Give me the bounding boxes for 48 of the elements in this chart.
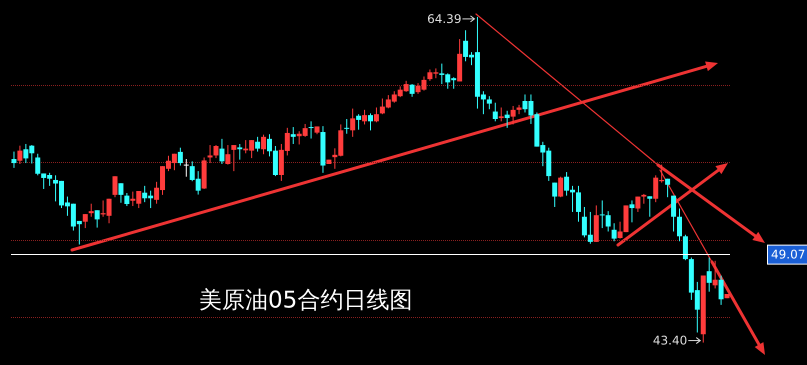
candlestick xyxy=(225,144,230,166)
candlestick xyxy=(214,144,219,159)
candlestick xyxy=(231,144,236,172)
candlestick xyxy=(676,208,682,242)
candlestick xyxy=(576,185,581,222)
candlestick xyxy=(124,192,130,207)
candlestick xyxy=(629,200,634,223)
candlestick xyxy=(558,176,564,198)
candlestick xyxy=(255,136,260,152)
candlestick xyxy=(510,105,516,125)
candlestick xyxy=(112,176,118,198)
candlestick xyxy=(82,214,88,229)
candlestick xyxy=(504,110,510,128)
candlestick xyxy=(88,203,94,218)
candlestick xyxy=(308,120,314,140)
candlestick xyxy=(552,182,558,208)
candlestick xyxy=(516,104,522,115)
annotation: 43.40 xyxy=(652,334,688,348)
candlestick xyxy=(362,109,368,125)
candlestick xyxy=(410,84,415,98)
candlestick xyxy=(94,210,100,228)
candlestick xyxy=(118,182,124,204)
candlestick xyxy=(17,145,22,164)
candlestick xyxy=(718,275,724,306)
candlestick xyxy=(178,147,183,166)
candlestick xyxy=(219,138,224,164)
candlestick xyxy=(712,260,718,289)
ref-line-label: 49.07 xyxy=(771,248,806,262)
candlestick xyxy=(706,257,712,292)
candlestick xyxy=(486,96,492,110)
candlestick xyxy=(350,108,356,138)
candlestick xyxy=(612,222,617,242)
candlestick xyxy=(261,134,266,155)
candlestick xyxy=(635,196,640,212)
candlestick xyxy=(184,158,189,178)
candlestick xyxy=(344,118,350,134)
annotation: 64.39 xyxy=(427,12,462,26)
candlestick xyxy=(682,234,688,261)
candlestick xyxy=(11,151,16,168)
candlestick xyxy=(208,144,213,164)
candlestick xyxy=(356,114,362,130)
candlestick xyxy=(290,126,296,144)
candlestick xyxy=(368,112,373,131)
candlestick xyxy=(671,195,676,232)
candlestick xyxy=(374,107,379,123)
candlestick xyxy=(492,102,498,122)
candlestick xyxy=(665,178,670,198)
text: 美原油05合约日线图 xyxy=(199,288,412,314)
